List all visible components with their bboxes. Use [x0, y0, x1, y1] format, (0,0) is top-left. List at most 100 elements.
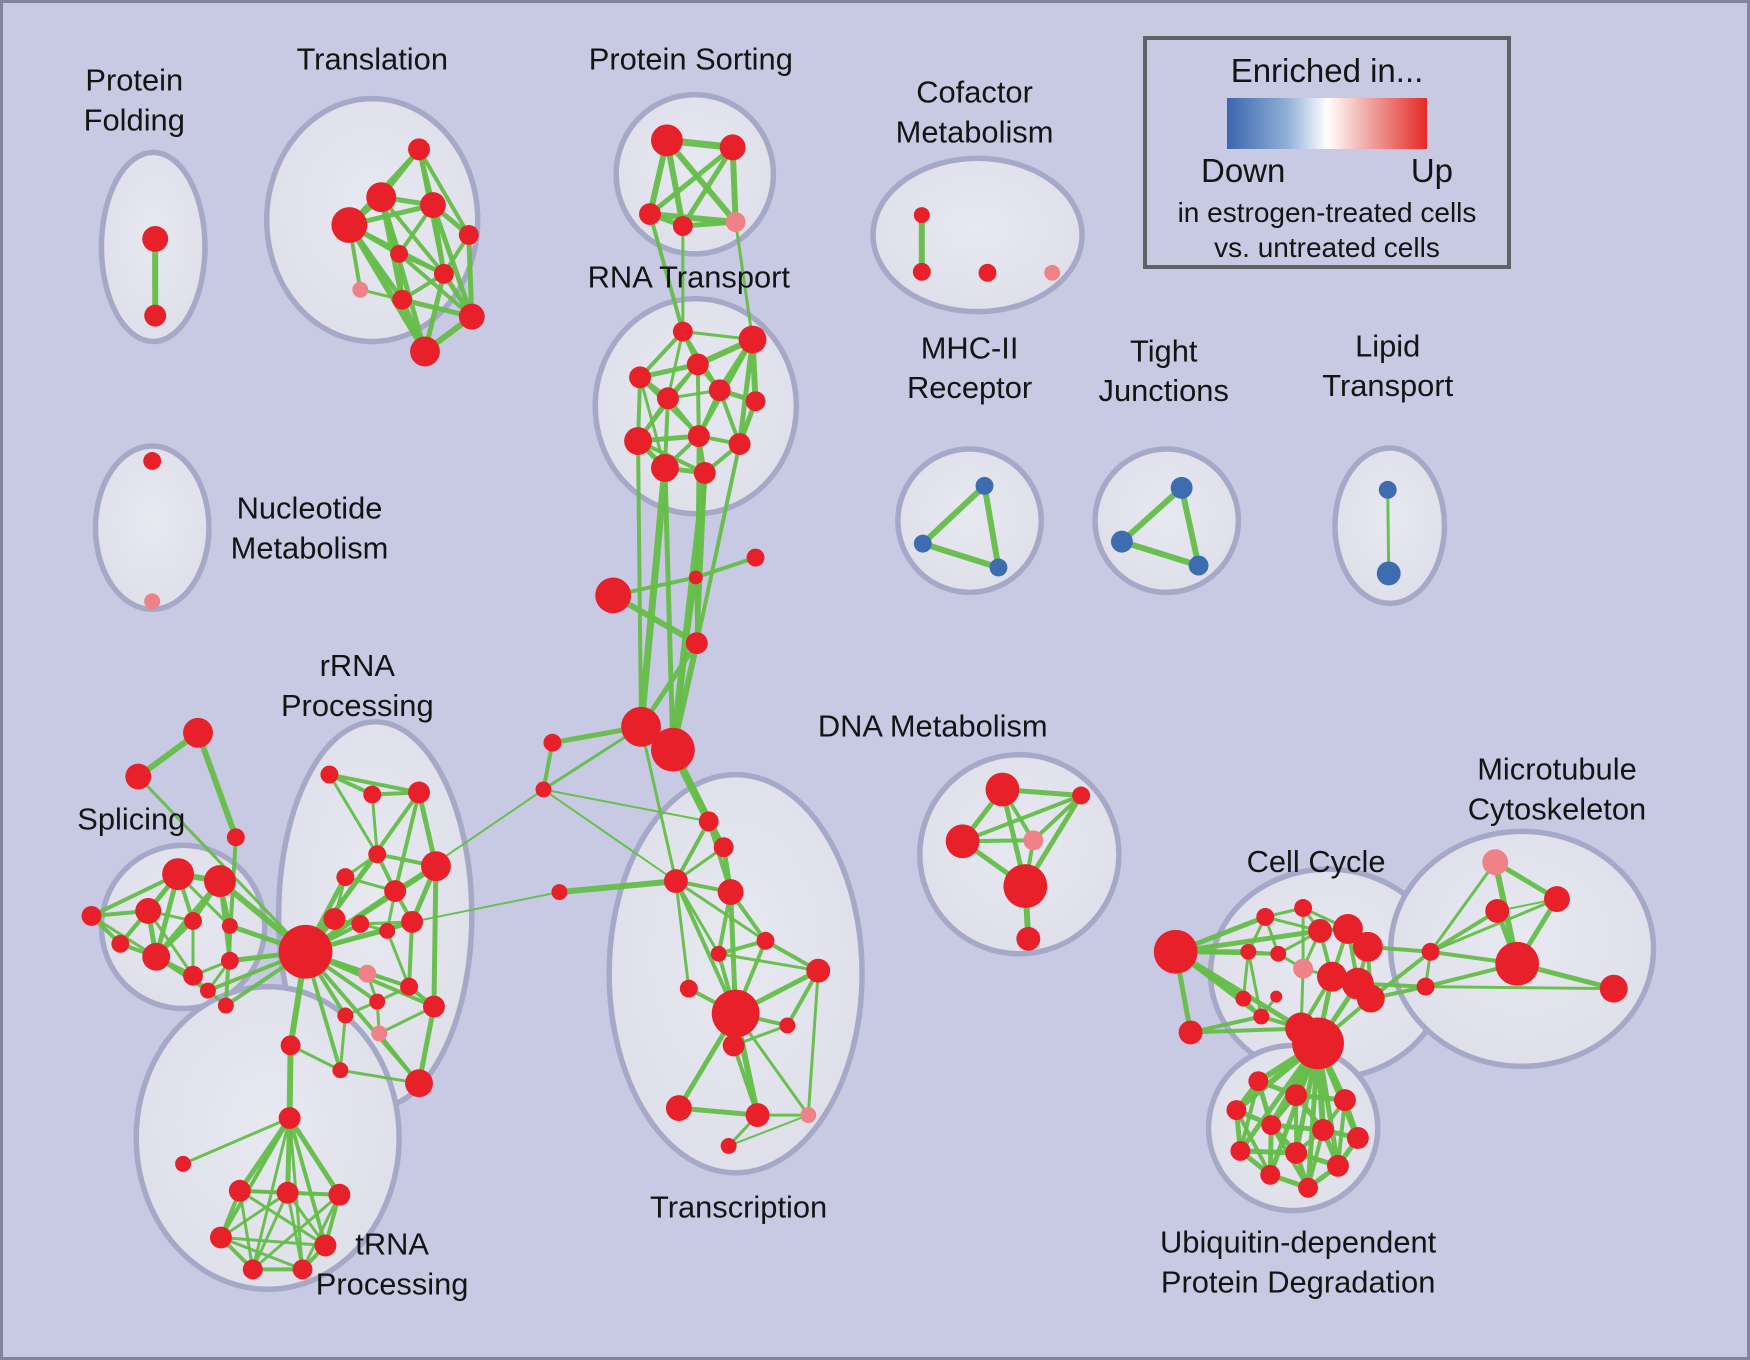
node [217, 997, 234, 1014]
node [314, 1234, 337, 1257]
cluster-ellipse-tight-junctions [1092, 446, 1242, 596]
node [1298, 1177, 1319, 1198]
node [323, 907, 346, 930]
edge [1234, 1108, 1273, 1177]
node [1016, 926, 1041, 951]
edge [542, 788, 677, 883]
legend-gradient-bar [1227, 98, 1427, 149]
node [698, 811, 719, 832]
node [1378, 480, 1397, 499]
node [1226, 1100, 1247, 1121]
edge [338, 1014, 347, 1072]
edge [327, 772, 422, 795]
node [679, 979, 698, 998]
node [1416, 977, 1435, 996]
node [629, 366, 651, 389]
node [1421, 942, 1440, 961]
edge [673, 879, 738, 1016]
edge [737, 337, 756, 447]
edge [1246, 950, 1263, 1019]
node [1317, 961, 1347, 992]
node [1312, 1119, 1334, 1141]
node [142, 942, 171, 971]
node [672, 216, 693, 236]
node [656, 387, 679, 410]
edge [1429, 860, 1497, 954]
node [226, 828, 245, 847]
legend-title: Enriched in... [1230, 52, 1424, 89]
node [331, 207, 368, 243]
legend: Enriched in... Down Up in estrogen-treat… [1143, 36, 1511, 269]
network-svg: Protein Folding Translation Protein Sorting… [77, 42, 1657, 1302]
node [1235, 990, 1252, 1007]
node [1544, 886, 1570, 912]
cluster-label-lipid-transport: Lipid Transport [1322, 328, 1453, 403]
edge [417, 147, 471, 237]
node [1285, 1084, 1308, 1107]
node [1260, 1164, 1281, 1185]
node [1332, 913, 1363, 944]
edge [676, 1105, 761, 1118]
node [708, 379, 731, 402]
node [688, 570, 703, 585]
node [722, 1034, 745, 1057]
cluster-label-protein-sorting: Protein Sorting [589, 42, 793, 77]
nodes [81, 124, 1628, 1280]
node [1485, 899, 1510, 923]
node [1270, 990, 1283, 1003]
edge [303, 949, 422, 1086]
legend-caption-line-1: in estrogen-treated cells [1177, 197, 1477, 228]
node [351, 914, 370, 933]
node [535, 781, 552, 798]
node [405, 1069, 433, 1098]
edge [219, 1191, 290, 1240]
node [746, 548, 765, 567]
node [738, 325, 767, 354]
edge [378, 194, 428, 354]
cluster-labels: Protein Folding Translation Protein Sorting… [77, 42, 1646, 1302]
edge [431, 863, 439, 1010]
node [184, 911, 202, 930]
node [1308, 918, 1332, 943]
node [384, 880, 407, 903]
node [717, 879, 744, 906]
edge [981, 482, 1002, 571]
node [551, 884, 568, 901]
node [144, 593, 161, 610]
node [408, 781, 430, 804]
node [728, 433, 751, 455]
edge [680, 144, 736, 229]
edge [287, 1115, 342, 1198]
edge [301, 1193, 341, 1271]
edge [1118, 538, 1202, 569]
edge [1173, 928, 1323, 955]
edge [181, 1116, 292, 1166]
cluster-label-protein-folding: Protein Folding [84, 63, 185, 138]
node [1072, 786, 1091, 805]
node [945, 824, 980, 859]
node [624, 427, 652, 455]
edge [695, 362, 701, 439]
node [1230, 1140, 1251, 1161]
node [125, 763, 152, 790]
node [1270, 945, 1287, 962]
edge [1118, 484, 1185, 545]
node [1356, 984, 1385, 1013]
edge [637, 464, 669, 731]
edge [694, 470, 708, 646]
cluster-label-nucleotide-metabolism: Nucleotide Metabolism [231, 491, 389, 566]
edge [1335, 1098, 1347, 1168]
edge [694, 575, 699, 645]
node [621, 706, 661, 747]
edge [731, 1043, 760, 1118]
node [371, 1025, 388, 1042]
node [276, 1181, 299, 1204]
edge [195, 729, 239, 841]
cluster-label-splicing: Splicing [77, 801, 185, 836]
node [720, 1137, 737, 1154]
edge [219, 1236, 305, 1271]
edge [1238, 1079, 1261, 1153]
cluster-ellipse-mhc-ii-receptor [895, 446, 1045, 596]
edge [251, 1193, 341, 1271]
node [806, 958, 831, 983]
